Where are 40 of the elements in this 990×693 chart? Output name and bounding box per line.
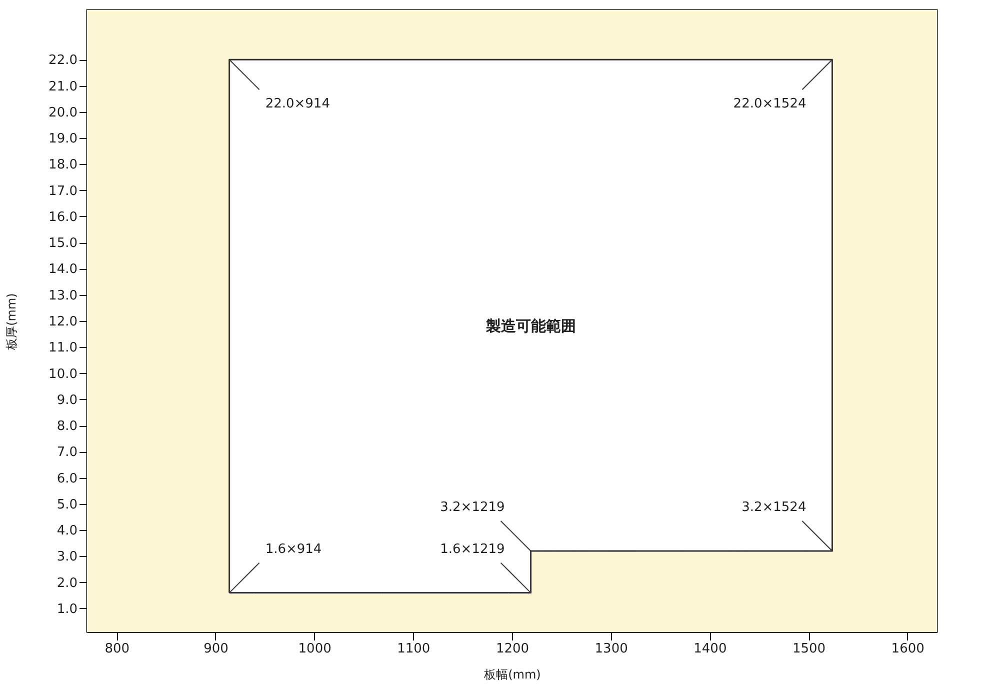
y-tick-label: 13.0 bbox=[48, 288, 78, 304]
annotation: 22.0×1524 bbox=[733, 96, 806, 112]
y-tick-label: 3.0 bbox=[56, 550, 78, 565]
y-tick-label: 22.0 bbox=[48, 53, 78, 68]
x-tick-label: 1600 bbox=[891, 642, 924, 656]
y-tick-label: 4.0 bbox=[56, 524, 78, 539]
y-tick-label: 2.0 bbox=[56, 576, 78, 591]
annotation: 3.2×1524 bbox=[742, 500, 806, 515]
x-tick-label: 1200 bbox=[496, 642, 530, 656]
y-tick-label: 6.0 bbox=[56, 471, 78, 486]
x-tick-label: 1000 bbox=[298, 642, 332, 656]
x-tick-label: 1300 bbox=[594, 642, 628, 656]
x-tick-label: 1400 bbox=[694, 642, 727, 656]
annotation: 22.0×914 bbox=[265, 96, 330, 112]
y-tick-label: 15.0 bbox=[48, 236, 78, 252]
y-tick-label: 10.0 bbox=[48, 366, 78, 382]
x-tick-label: 1500 bbox=[792, 642, 826, 656]
y-tick-label: 12.0 bbox=[48, 314, 78, 330]
y-tick-label: 7.0 bbox=[56, 445, 78, 460]
y-tick-label: 14.0 bbox=[48, 262, 78, 278]
y-tick-label: 1.0 bbox=[56, 602, 78, 617]
y-tick-label: 16.0 bbox=[48, 210, 78, 225]
y-axis-title: 板厚(mm) bbox=[4, 293, 19, 351]
annotation: 1.6×914 bbox=[265, 542, 322, 557]
x-axis-title: 板幅(mm) bbox=[483, 668, 541, 682]
y-tick-label: 8.0 bbox=[56, 419, 78, 434]
x-tick-label: 800 bbox=[104, 642, 130, 656]
y-tick-label: 17.0 bbox=[48, 184, 78, 199]
annotation: 1.6×1219 bbox=[440, 542, 505, 557]
y-tick-label: 21.0 bbox=[48, 79, 78, 94]
y-tick-label: 11.0 bbox=[48, 340, 78, 356]
y-tick-label: 20.0 bbox=[48, 105, 78, 120]
y-tick-label: 9.0 bbox=[56, 392, 78, 408]
y-tick-label: 5.0 bbox=[56, 497, 78, 512]
y-tick-label: 18.0 bbox=[48, 158, 78, 173]
y-tick-label: 19.0 bbox=[48, 132, 78, 147]
annotation: 3.2×1219 bbox=[440, 500, 505, 515]
x-tick-label: 1100 bbox=[397, 642, 430, 656]
x-tick-label: 900 bbox=[204, 642, 228, 656]
annotation: 製造可能範囲 bbox=[484, 317, 576, 336]
